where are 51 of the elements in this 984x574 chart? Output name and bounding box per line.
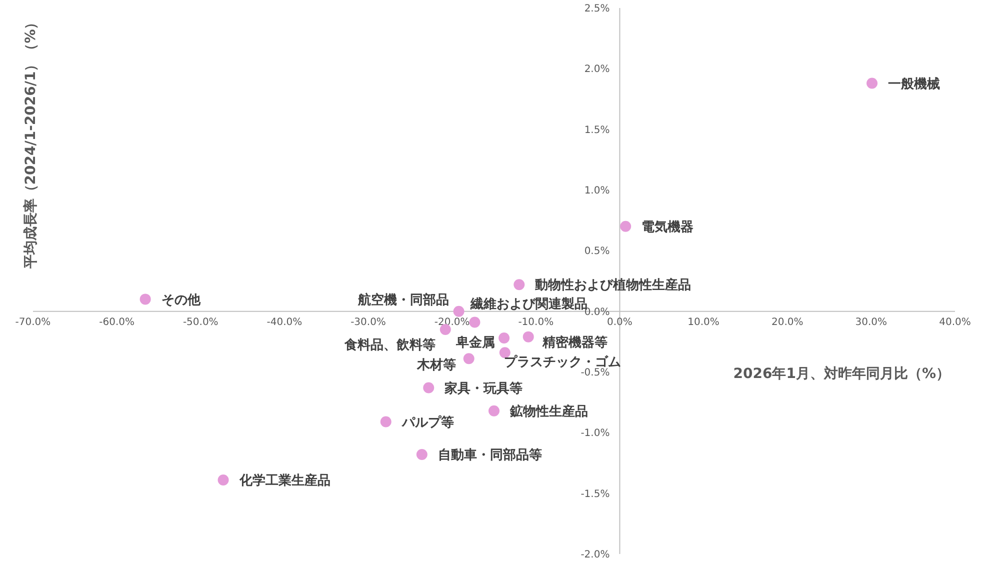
x-tick-label: -50.0% <box>182 316 218 328</box>
x-tick-label: 40.0% <box>939 316 971 328</box>
point <box>620 220 632 232</box>
x-tick-label: 20.0% <box>771 316 804 328</box>
x-axis-title: 2026年1月、対昨年同月比（%） <box>733 364 950 382</box>
series-label: 木材等 <box>416 358 456 374</box>
x-tick-label: -20.0% <box>434 316 470 328</box>
x-tick-label: -40.0% <box>266 316 302 328</box>
series-label: 食料品、飲料等 <box>343 338 436 354</box>
series-label: 家具・玩具等 <box>444 380 523 396</box>
point <box>463 353 474 364</box>
y-tick-label: 1.5% <box>584 124 610 136</box>
point <box>423 382 434 394</box>
point <box>380 416 392 428</box>
x-tick-label: -30.0% <box>350 316 386 328</box>
point <box>866 78 878 89</box>
point <box>522 331 534 342</box>
y-tick-label: 2.5% <box>584 4 610 14</box>
y-tick-label: -2.0% <box>580 550 610 560</box>
series-label: 化学工業生産品 <box>238 472 330 489</box>
point <box>469 316 480 328</box>
point <box>140 294 151 305</box>
series-label: 動物性および植物性生産品 <box>534 277 692 294</box>
series-label: 卑金属 <box>455 336 496 351</box>
y-tick-label: 1.0% <box>584 186 610 196</box>
series-label: 電気機器 <box>642 220 694 235</box>
x-tick-label: -10.0% <box>518 316 554 328</box>
y-tick-label: 2.0% <box>584 64 610 76</box>
x-tick-label: 10.0% <box>688 316 720 328</box>
series-label: 航空機・同部品 <box>356 292 449 308</box>
series-label: パルプ等 <box>400 414 454 430</box>
point <box>416 449 428 460</box>
x-tick-label: 30.0% <box>855 316 888 328</box>
series-label: 自動車・同部品等 <box>438 447 542 464</box>
x-tick-label: 0.0% <box>607 316 632 328</box>
series-label: 一般機械 <box>888 76 940 92</box>
y-tick-label: -0.5% <box>580 368 610 378</box>
y-tick-label: 0.5% <box>584 246 610 258</box>
x-tick-label: -60.0% <box>99 316 135 328</box>
point <box>218 474 229 486</box>
y-axis-title: 平均成長率（2024/1-2026/1）（%） <box>22 15 39 270</box>
x-tick-label: -70.0% <box>15 316 51 328</box>
y-tick-label: -1.0% <box>580 428 610 440</box>
point <box>488 405 500 416</box>
point <box>514 279 525 290</box>
series-label: 鉱物性生産品 <box>509 403 588 420</box>
series-label: その他 <box>161 292 202 308</box>
point <box>498 332 510 344</box>
y-tick-label: -1.5% <box>580 488 610 500</box>
point <box>453 306 464 317</box>
series-label: 精密機器等 <box>541 334 608 350</box>
